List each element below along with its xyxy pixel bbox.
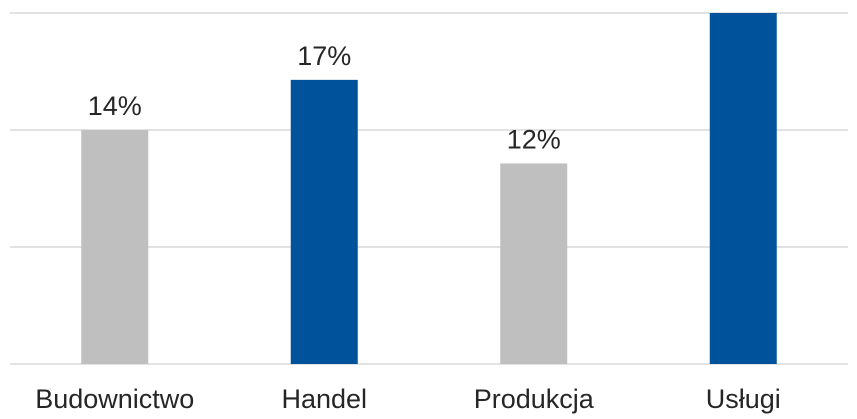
gridlines: [10, 12, 848, 365]
category-label-2: Produkcja: [474, 384, 595, 414]
category-label-1: Handel: [281, 384, 367, 414]
data-labels: 14% 17% 12% 21%: [88, 0, 771, 154]
category-tick-labels: Budownictwo Handel Produkcja Usługi: [35, 384, 781, 414]
data-label-2: 12%: [507, 124, 561, 154]
bar-0: [81, 130, 149, 364]
data-label-0: 14%: [88, 91, 142, 121]
data-label-1: 17%: [297, 41, 351, 71]
category-label-0: Budownictwo: [35, 384, 194, 414]
bar-2: [500, 163, 568, 364]
bar-3: [709, 13, 777, 364]
category-label-3: Usługi: [706, 384, 781, 414]
data-label-3: 21%: [716, 0, 770, 4]
bars: [81, 13, 777, 364]
bar-1: [290, 79, 358, 364]
